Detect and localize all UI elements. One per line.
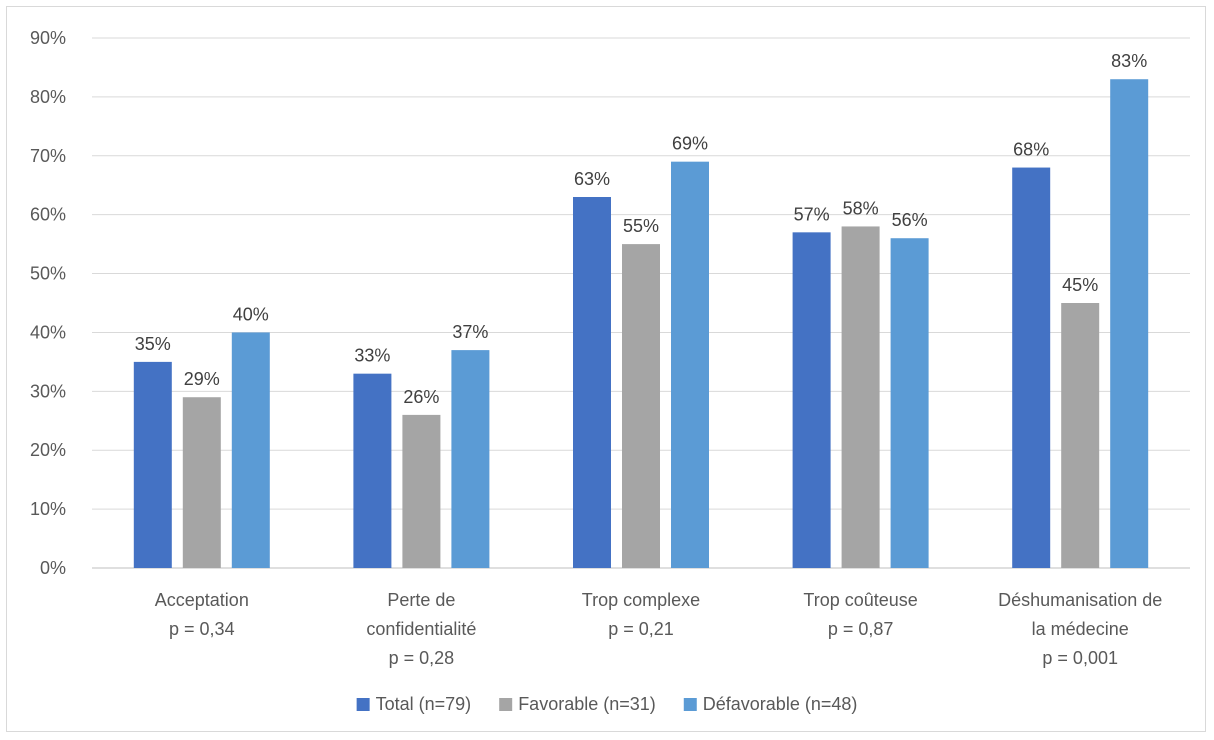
x-tick-label: p = 0,34 (169, 619, 235, 639)
data-label: 37% (452, 322, 488, 342)
data-label: 83% (1111, 51, 1147, 71)
y-tick-label: 40% (30, 322, 66, 342)
legend-swatch (356, 698, 370, 711)
bar (573, 197, 611, 568)
legend-swatch (499, 698, 513, 711)
gridlines (92, 37, 1190, 569)
legend-label: Défavorable (n=48) (703, 694, 858, 714)
data-label: 29% (184, 369, 220, 389)
y-axis: 0% 10% 20% 30% 40% 50% 60% 70% 80% 90% (30, 28, 66, 578)
bar (402, 414, 441, 568)
y-tick-label: 20% (30, 440, 66, 460)
bar (792, 232, 831, 569)
bars (133, 79, 1149, 569)
bar (451, 350, 490, 568)
y-tick-label: 90% (30, 28, 66, 48)
bar (133, 361, 172, 568)
y-tick-label: 80% (30, 87, 66, 107)
x-tick-label: Trop complexe (582, 590, 700, 610)
bar (1012, 167, 1051, 569)
legend-label: Total (n=79) (376, 694, 472, 714)
data-label: 45% (1062, 275, 1098, 295)
bar (890, 238, 929, 568)
bar (353, 373, 392, 568)
data-labels: 35% 29% 40% 33% 26% 37% 63% 55% 69% 57% 58% 56% 68% 4… (135, 51, 1147, 407)
y-tick-label: 60% (30, 205, 66, 225)
x-tick-label: la médecine (1032, 619, 1129, 639)
legend-swatch (683, 698, 697, 711)
data-label: 69% (672, 134, 708, 154)
y-tick-label: 70% (30, 146, 66, 166)
x-tick-label: confidentialité (366, 619, 476, 639)
data-label: 68% (1013, 140, 1049, 160)
data-label: 26% (403, 387, 439, 407)
x-tick-label: p = 0,001 (1042, 648, 1118, 668)
bar (231, 332, 270, 568)
data-label: 58% (843, 198, 879, 218)
bar (182, 397, 221, 568)
data-label: 57% (794, 204, 830, 224)
x-axis: Acceptation p = 0,34 Perte de confidentiali… (155, 590, 1162, 668)
y-tick-label: 10% (30, 499, 66, 519)
x-tick-label: p = 0,21 (608, 619, 674, 639)
x-tick-label: Acceptation (155, 590, 249, 610)
bar (622, 244, 660, 568)
bar (671, 161, 709, 568)
y-tick-label: 30% (30, 381, 66, 401)
y-tick-label: 0% (40, 558, 66, 578)
x-tick-label: p = 0,28 (389, 648, 455, 668)
data-label: 56% (892, 210, 928, 230)
data-label: 63% (574, 169, 610, 189)
y-tick-label: 50% (30, 264, 66, 284)
legend: Total (n=79) Favorable (n=31) Défavorable … (356, 694, 858, 714)
bar (1061, 303, 1100, 568)
x-tick-label: Déshumanisation de (998, 590, 1162, 610)
x-tick-label: p = 0,87 (828, 619, 894, 639)
data-label: 40% (233, 304, 269, 324)
data-label: 55% (623, 216, 659, 236)
legend-label: Favorable (n=31) (518, 694, 656, 714)
x-tick-label: Perte de (387, 590, 455, 610)
x-tick-label: Trop coûteuse (803, 590, 917, 610)
bar (1110, 79, 1149, 568)
bar (841, 226, 880, 568)
data-label: 35% (135, 334, 171, 354)
data-label: 33% (354, 346, 390, 366)
